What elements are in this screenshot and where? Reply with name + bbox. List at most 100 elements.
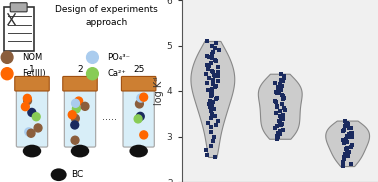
Point [349,162,355,165]
Point [279,122,285,125]
Point [272,127,278,130]
Point [280,128,286,131]
Circle shape [72,99,79,107]
Point [208,110,214,113]
Point [348,145,354,148]
Point [208,95,214,98]
Circle shape [34,124,42,132]
Point [272,81,278,84]
Point [342,152,348,155]
Point [208,92,214,95]
Point [340,165,346,167]
Point [349,143,355,146]
Point [212,84,218,87]
FancyBboxPatch shape [121,76,156,91]
Circle shape [33,113,40,121]
Point [210,51,216,54]
Point [339,130,345,132]
Point [280,98,286,101]
Point [340,139,346,142]
Point [278,78,284,81]
Point [348,127,354,130]
Point [274,104,280,107]
Point [206,77,212,80]
Point [209,104,215,107]
Point [341,142,347,145]
Point [215,66,221,69]
Point [215,70,221,73]
Point [208,144,214,147]
Point [209,45,215,48]
Point [274,134,280,137]
Point [275,136,281,139]
Text: approach: approach [85,18,128,27]
Point [280,107,287,110]
Point [280,95,286,98]
Point [275,131,281,134]
Point [273,111,279,114]
Circle shape [22,103,29,111]
Point [278,72,284,75]
Point [209,93,215,96]
Point [343,124,349,127]
Point [344,150,350,153]
Point [344,146,350,149]
Point [208,126,214,129]
Point [214,60,220,63]
Point [277,83,284,86]
Point [277,87,283,90]
Circle shape [137,94,145,102]
Point [208,61,214,64]
Point [213,98,219,101]
Point [207,100,213,102]
Point [208,117,214,120]
Point [342,119,348,122]
Y-axis label: log Kᵈ: log Kᵈ [154,77,164,105]
Point [214,96,220,99]
Point [204,81,211,84]
Point [209,69,215,72]
Point [215,80,221,82]
Circle shape [1,51,13,63]
Point [210,83,216,86]
Point [205,121,211,124]
Point [280,118,287,121]
Point [210,78,216,81]
Text: Ca²⁺: Ca²⁺ [107,69,126,78]
Circle shape [135,100,143,108]
Point [205,89,211,92]
Circle shape [1,68,13,80]
Point [206,68,212,71]
Point [345,154,351,157]
Point [279,89,285,92]
FancyBboxPatch shape [123,80,154,147]
Point [275,87,281,90]
Point [341,128,347,131]
Circle shape [87,51,98,63]
Point [208,106,214,108]
Point [206,102,212,105]
Point [349,131,355,134]
Point [280,113,286,116]
Point [212,155,218,158]
Point [213,84,219,87]
Text: 1: 1 [29,65,35,74]
Text: NOM: NOM [22,53,42,62]
Text: 25: 25 [133,65,144,74]
Point [344,134,350,137]
Point [343,141,349,143]
Point [206,55,212,58]
Circle shape [24,97,31,105]
Point [272,100,278,102]
Point [279,84,285,87]
Point [203,149,209,152]
Circle shape [75,97,83,105]
Text: BC: BC [71,170,84,179]
Point [210,140,216,143]
Point [212,59,218,62]
Point [215,80,222,82]
Point [277,110,284,113]
Point [277,130,283,132]
Point [273,101,279,104]
Point [208,130,214,133]
